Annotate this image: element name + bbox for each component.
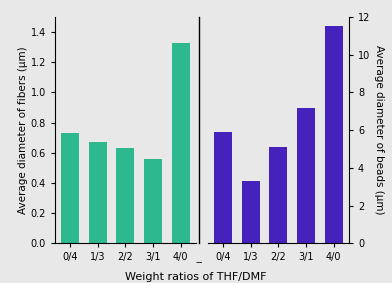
Y-axis label: Average diameter of fibers (μm): Average diameter of fibers (μm) [18, 46, 28, 214]
Y-axis label: Average diameter of beads (μm): Average diameter of beads (μm) [374, 46, 385, 215]
Bar [269, 147, 287, 243]
Bar [116, 148, 134, 243]
Text: Weight ratios of THF/DMF: Weight ratios of THF/DMF [125, 272, 267, 282]
Bar [325, 26, 343, 243]
Bar [172, 43, 190, 243]
Bar [89, 142, 107, 243]
Bar [61, 133, 79, 243]
Bar [144, 159, 162, 243]
Text: --: -- [195, 257, 203, 267]
Bar [297, 108, 315, 243]
Bar [241, 181, 260, 243]
Bar [214, 132, 232, 243]
